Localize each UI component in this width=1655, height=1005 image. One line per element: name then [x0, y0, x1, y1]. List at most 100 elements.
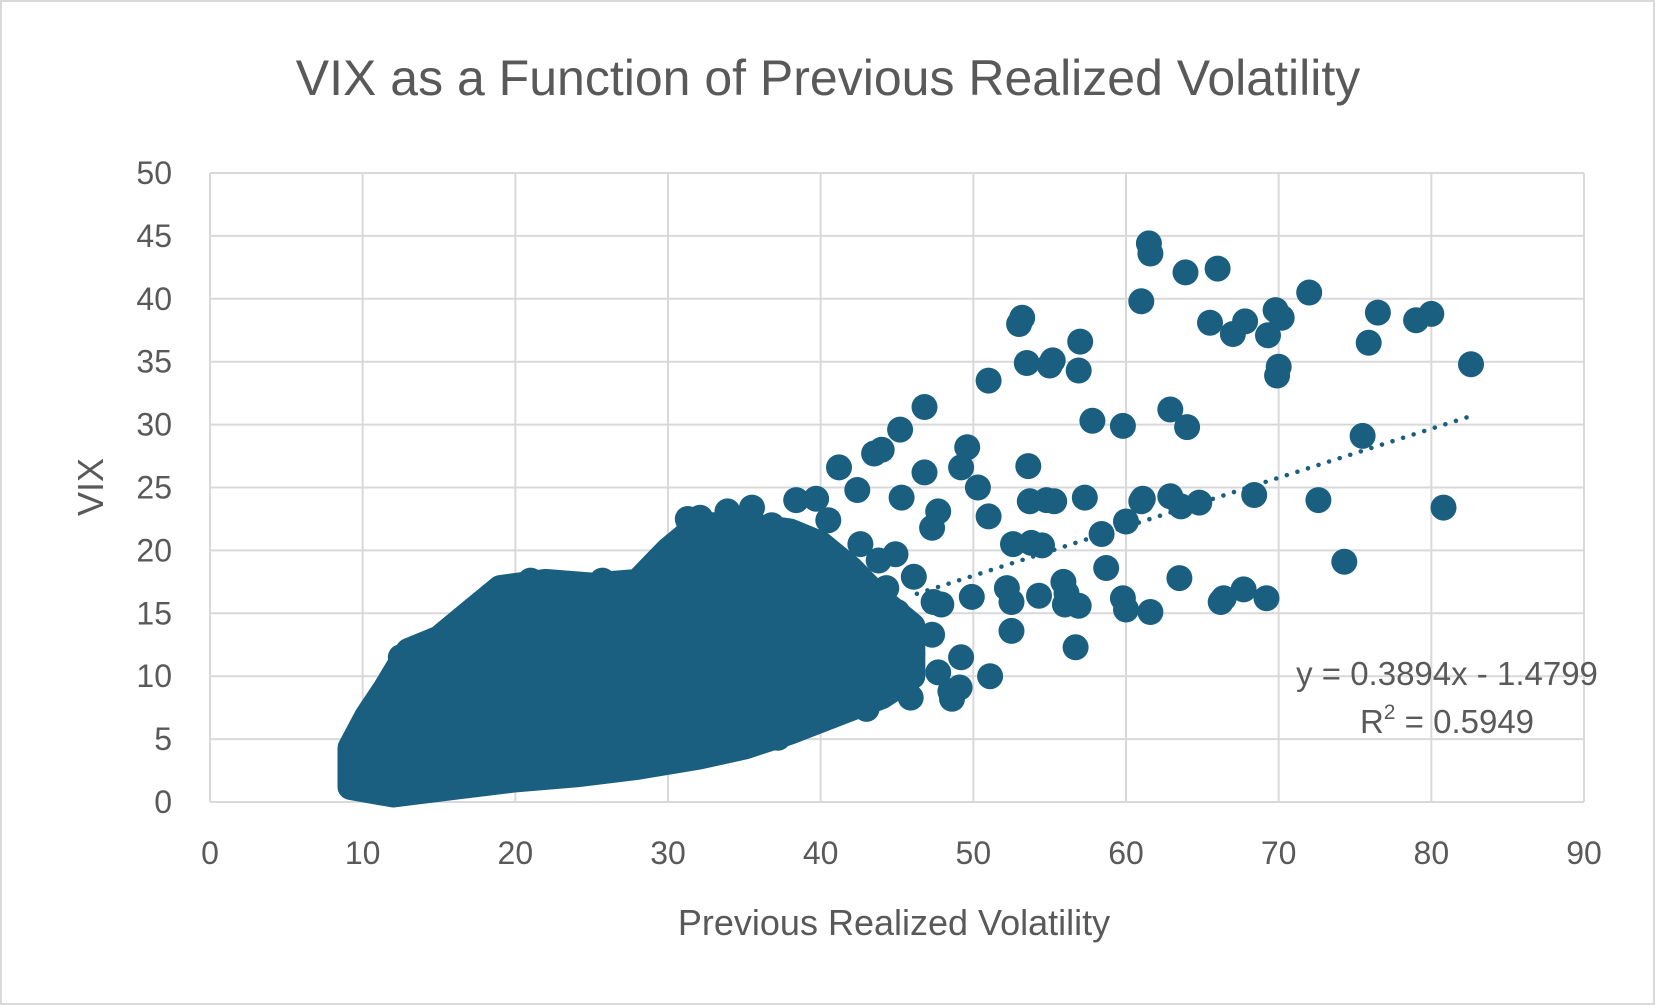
tick-labels: 0 10 20 30 40 50 60 70 80 90 0 5 10 15 20 25 30 35 40 45 50	[136, 155, 1601, 871]
scatter-point	[426, 772, 452, 799]
x-tick-label: 50	[956, 835, 992, 871]
scatter-point	[1065, 357, 1092, 384]
scatter-point	[1109, 412, 1136, 439]
x-tick-label: 70	[1261, 835, 1297, 871]
scatter-point	[1029, 532, 1055, 559]
scatter-point	[920, 589, 947, 615]
y-tick-label: 40	[136, 281, 172, 317]
x-tick-label: 60	[1108, 835, 1144, 871]
scatter-point	[998, 617, 1025, 644]
y-tick-label: 5	[154, 721, 172, 757]
scatter-point	[1430, 494, 1457, 521]
y-axis-title: VIX	[70, 458, 111, 516]
scatter-point	[948, 454, 975, 481]
scatter-point	[758, 512, 785, 539]
scatter-point	[1253, 585, 1280, 612]
r2-suffix: = 0.5949	[1395, 703, 1534, 740]
scatter-point	[1013, 350, 1040, 376]
scatter-point	[884, 599, 910, 625]
scatter-point	[1026, 582, 1052, 609]
scatter-point	[815, 507, 842, 534]
scatter-point	[861, 440, 888, 467]
scatter-point	[1197, 309, 1223, 336]
trendline-group	[914, 413, 1475, 597]
scatter-point	[1065, 592, 1092, 619]
scatter-point	[911, 459, 938, 486]
scatter-point	[1264, 362, 1291, 389]
scatter-point	[670, 743, 697, 770]
scatter-point	[853, 610, 880, 637]
scatter-point	[1006, 311, 1033, 337]
y-tick-label: 25	[136, 470, 172, 506]
scatter-point	[1128, 288, 1155, 315]
scatter-point	[1364, 299, 1391, 326]
scatter-point	[1241, 482, 1268, 508]
scatter-point	[1015, 453, 1042, 480]
scatter-point	[706, 731, 733, 758]
scatter-point	[948, 644, 975, 671]
scatter-point	[1296, 279, 1323, 306]
scatter-point	[1230, 576, 1257, 603]
scatter-point	[925, 659, 952, 686]
scatter-point	[1219, 321, 1246, 347]
scatter-point	[847, 531, 874, 558]
scatter-point	[783, 487, 810, 514]
scatter-point	[1016, 488, 1043, 515]
scatter-point	[1168, 493, 1194, 520]
x-tick-label: 40	[803, 835, 839, 871]
scatter-point	[975, 503, 1002, 530]
x-tick-label: 30	[650, 835, 686, 871]
scatter-point	[911, 394, 938, 420]
scatter-points	[337, 230, 1484, 805]
scatter-point	[668, 550, 695, 576]
y-tick-label: 45	[136, 218, 172, 254]
scatter-point	[865, 547, 892, 574]
scatter-point	[822, 575, 849, 602]
scatter-point	[1207, 589, 1234, 615]
scatter-point	[1174, 414, 1201, 441]
scatter-point	[702, 556, 729, 583]
scatter-point	[1088, 521, 1115, 547]
scatter-point	[888, 484, 915, 511]
scatter-point	[873, 575, 900, 602]
scatter-point	[1071, 484, 1098, 511]
scatter-point	[919, 514, 946, 541]
y-tick-label: 50	[136, 155, 172, 191]
r2-prefix: R	[1360, 703, 1384, 740]
x-tick-label: 0	[201, 835, 219, 871]
scatter-point	[1157, 396, 1184, 423]
scatter-point	[578, 757, 605, 784]
scatter-point	[1204, 255, 1231, 282]
x-tick-label: 80	[1414, 835, 1450, 871]
scatter-point	[1062, 634, 1089, 661]
scatter-point	[589, 567, 616, 594]
scatter-point	[812, 538, 839, 565]
scatter-point	[1129, 485, 1156, 512]
scatter-point	[1137, 240, 1164, 267]
r2-superscript: 2	[1384, 701, 1396, 724]
scatter-point	[919, 621, 946, 648]
scatter-point	[401, 773, 428, 800]
scatter-point	[899, 640, 926, 667]
scatter-point	[615, 751, 642, 778]
scatter-point	[775, 708, 802, 735]
scatter-point	[826, 636, 852, 663]
scatter-point	[1079, 407, 1106, 434]
scatter-point	[861, 640, 888, 667]
scatter-point	[1458, 351, 1484, 378]
scatter-point	[1255, 322, 1281, 349]
scatter-point	[1172, 259, 1199, 286]
scatter-point	[383, 663, 410, 690]
scatter-point	[958, 583, 985, 610]
scatter-point	[455, 609, 481, 636]
scatter-point	[844, 477, 871, 503]
scatter-point	[1305, 487, 1332, 514]
scatter-point	[853, 695, 880, 722]
scatter-point	[1036, 352, 1063, 379]
scatter-point	[739, 494, 765, 521]
scatter-point	[964, 474, 991, 501]
trendline-equation-label: y = 0.3894x - 1.4799	[1296, 655, 1598, 692]
y-tick-label: 15	[136, 595, 172, 631]
